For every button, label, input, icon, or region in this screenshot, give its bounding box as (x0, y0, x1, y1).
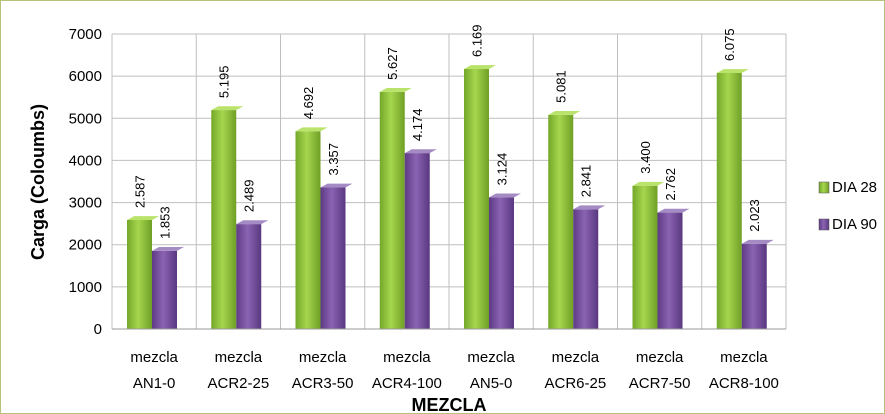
legend-label: DIA 90 (832, 216, 877, 233)
bars (127, 65, 774, 329)
legend: DIA 28 DIA 90 (818, 179, 877, 233)
bar-dia-90 (236, 224, 262, 329)
y-tick-label: 0 (94, 321, 102, 338)
bar-top (573, 205, 606, 210)
data-label: 2.841 (579, 165, 594, 198)
bar-dia-90 (741, 243, 767, 329)
bar-top (127, 216, 159, 220)
x-tick-label: mezcla (636, 349, 684, 366)
y-axis-title: Carga (Coloumbs) (28, 104, 48, 260)
legend-swatch (818, 218, 830, 231)
bar-top (211, 106, 244, 111)
x-tick-label: mezcla (720, 349, 768, 366)
legend-label: DIA 28 (832, 179, 877, 196)
bar-dia-28 (464, 69, 489, 329)
data-label: 3.124 (495, 153, 510, 186)
data-label: 4.692 (301, 87, 316, 120)
x-axis-title: MEZCLA (412, 395, 487, 414)
x-tick-label: ACR4-100 (372, 375, 442, 392)
bar-dia-28 (295, 131, 321, 329)
y-tick-label: 1000 (69, 279, 102, 296)
x-tick-label: mezcla (467, 349, 515, 366)
bar-dia-28 (127, 219, 152, 329)
bar-top (379, 88, 412, 92)
data-label: 2.587 (133, 175, 148, 208)
bar-dia-28 (548, 114, 574, 329)
data-label: 2.023 (747, 199, 762, 232)
data-label: 3.357 (326, 143, 341, 176)
bar-top (295, 127, 328, 132)
bar-dia-90 (404, 153, 430, 329)
data-labels: 2.587 1.853 5.195 2.489 4.692 3.357 5.627 4.174… (133, 24, 763, 238)
bar-top (236, 220, 269, 225)
y-tick-label: 7000 (69, 26, 102, 43)
bar-top (548, 111, 581, 115)
x-tick-label: ACR3-50 (292, 375, 354, 392)
x-tick-label: mezcla (130, 349, 178, 366)
bar-top (657, 208, 690, 213)
bar-top (741, 239, 774, 244)
bar-dia-90 (152, 250, 177, 329)
bar-top (632, 181, 665, 186)
data-label: 5.627 (385, 47, 400, 80)
bar-top (152, 247, 184, 251)
y-tick-label: 3000 (69, 195, 102, 212)
bar-dia-90 (657, 212, 683, 329)
y-tick-label: 6000 (69, 68, 102, 85)
bar-top (489, 193, 521, 198)
data-label: 5.081 (554, 70, 569, 103)
x-tick-label: mezcla (383, 349, 431, 366)
bar-top (404, 149, 437, 154)
data-label: 4.174 (410, 109, 425, 142)
data-label: 3.400 (638, 141, 653, 174)
x-tick-label: ACR6-25 (545, 375, 607, 392)
axes: 0 1000 2000 3000 4000 5000 6000 7000 mezcla AN1-0… (69, 26, 786, 392)
bar-dia-90 (573, 209, 599, 329)
x-tick-label: ACR2-25 (208, 375, 270, 392)
y-tick-label: 4000 (69, 152, 102, 169)
bar-dia-28 (716, 72, 742, 329)
x-tick-label: AN5-0 (470, 375, 513, 392)
bar-dia-90 (489, 197, 514, 329)
bar-dia-90 (320, 187, 346, 329)
y-tick-label: 5000 (69, 110, 102, 127)
data-label: 6.075 (722, 28, 737, 61)
bar-top (716, 69, 749, 73)
x-tick-label: mezcla (299, 349, 347, 366)
x-tick-label: mezcla (215, 349, 263, 366)
x-tick-label: ACR7-50 (629, 375, 691, 392)
bar-top (320, 183, 353, 188)
data-label: 2.489 (242, 180, 257, 213)
x-tick-label: ACR8-100 (709, 375, 779, 392)
bar-dia-28 (379, 91, 405, 329)
x-tick-label: AN1-0 (133, 375, 176, 392)
data-label: 1.853 (158, 206, 173, 239)
data-label: 2.762 (663, 168, 678, 201)
bar-top (464, 65, 496, 70)
data-label: 5.195 (217, 66, 232, 99)
y-tick-label: 2000 (69, 237, 102, 254)
bar-dia-28 (632, 185, 658, 329)
x-tick-label: mezcla (552, 349, 600, 366)
legend-swatch (818, 181, 830, 194)
data-label: 6.169 (470, 24, 485, 57)
bar-dia-28 (211, 110, 237, 329)
